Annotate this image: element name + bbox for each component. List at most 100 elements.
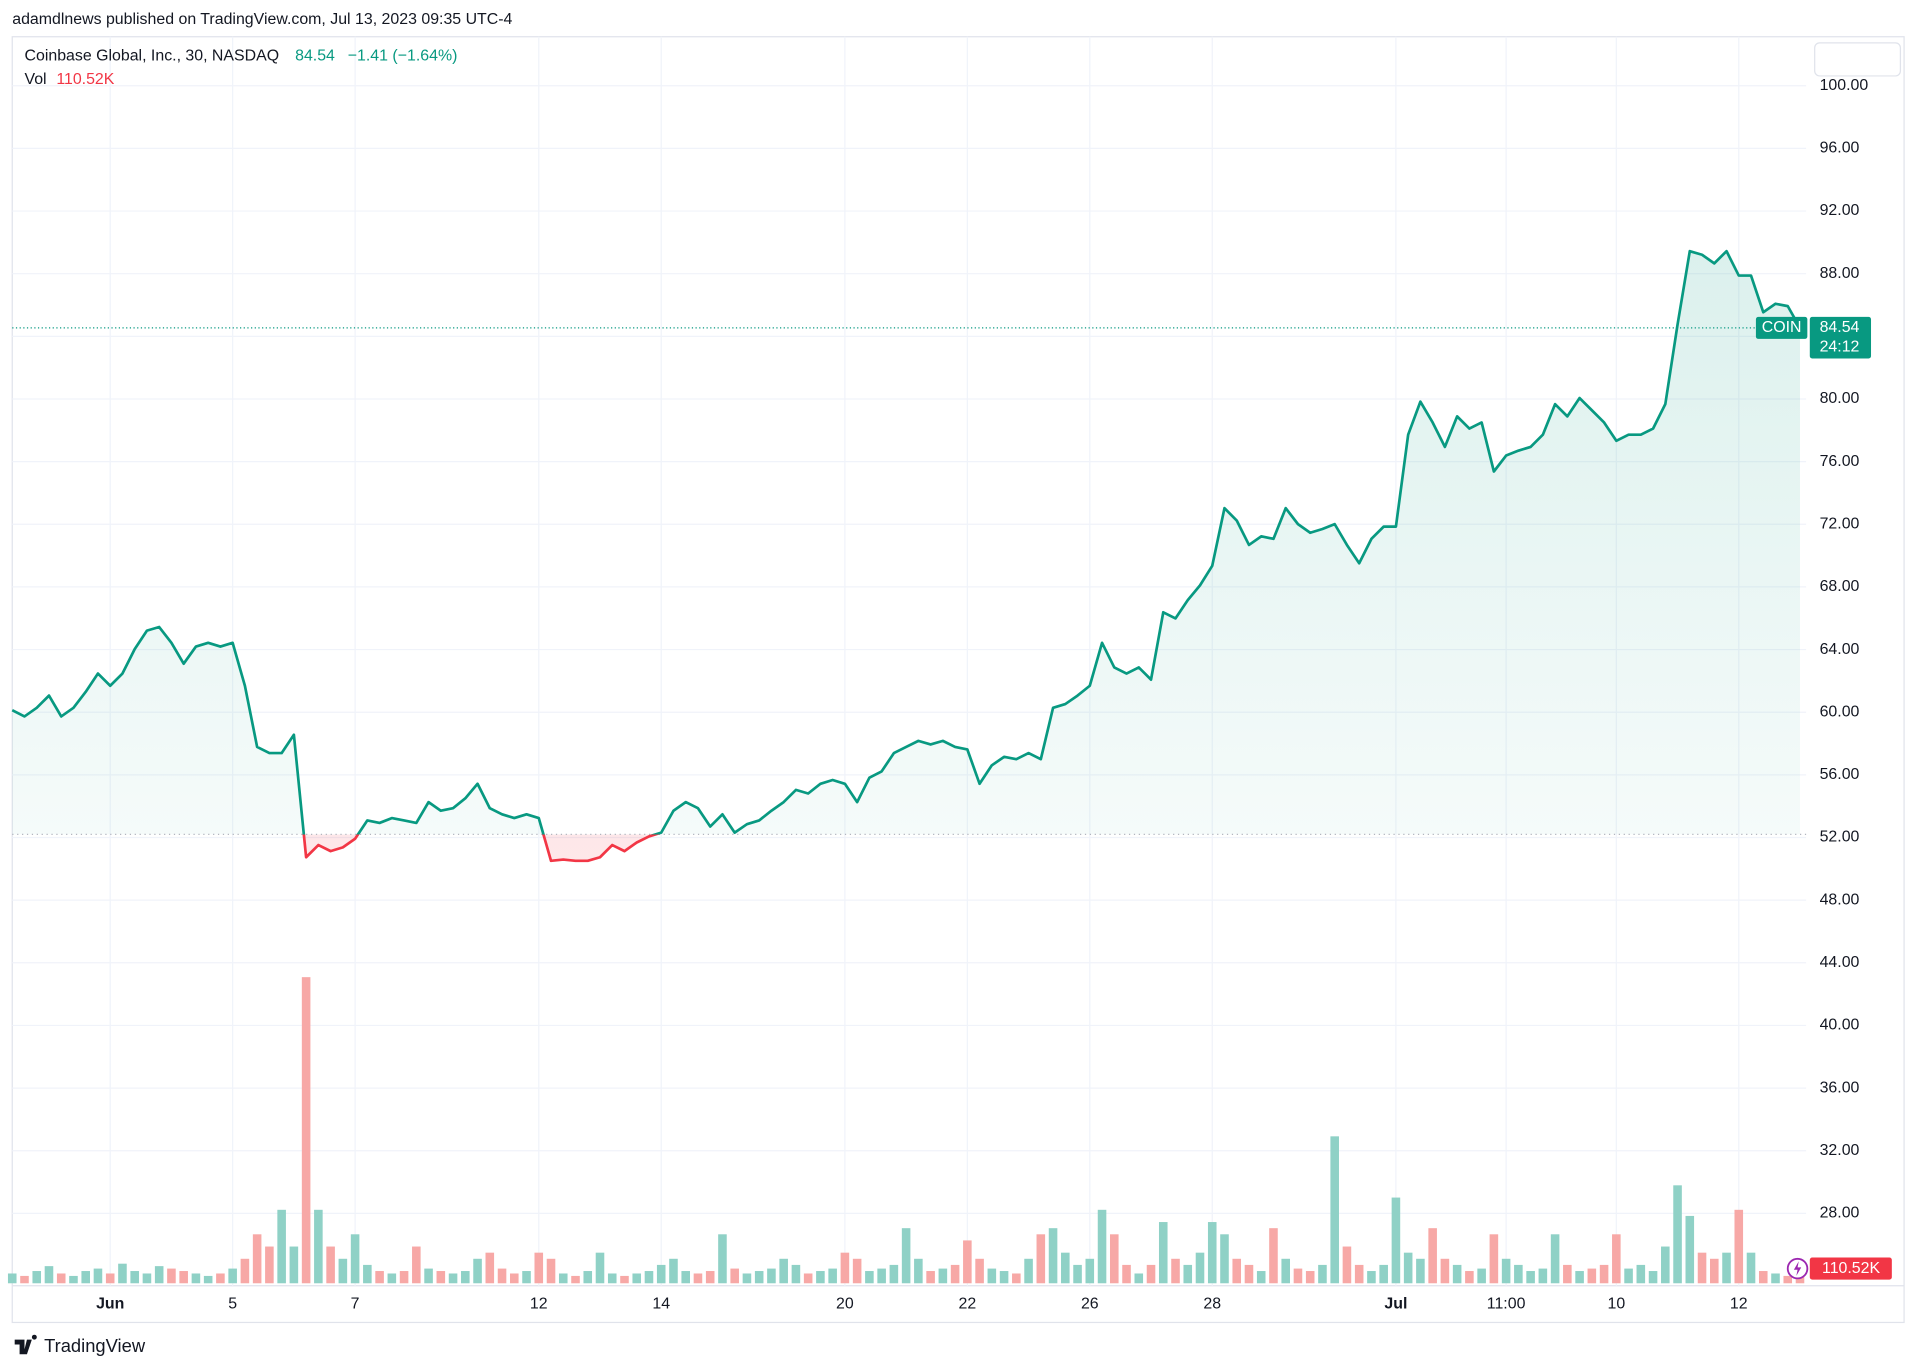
volume-bar — [1403, 1252, 1413, 1284]
volume-bar — [1661, 1246, 1670, 1284]
volume-bar — [1110, 1234, 1119, 1284]
volume-bar — [7, 1273, 17, 1284]
volume-bar — [950, 1264, 960, 1284]
volume-bar — [1183, 1264, 1193, 1284]
volume-bar — [730, 1268, 739, 1284]
footer-brand: TradingView — [44, 1335, 146, 1356]
alert-bolt — [1793, 1261, 1802, 1276]
y-tick-label: 60.00 — [1820, 703, 1860, 720]
volume-bar — [803, 1273, 813, 1284]
volume-bar — [412, 1246, 421, 1284]
volume-bar — [1501, 1258, 1511, 1284]
volume-bar — [44, 1266, 54, 1284]
volume-bar — [534, 1252, 544, 1284]
volume-bar — [1354, 1264, 1364, 1284]
volume-bar — [1171, 1258, 1180, 1284]
volume-bar — [1465, 1271, 1474, 1284]
volume-bar — [265, 1246, 274, 1284]
volume-bar — [1526, 1271, 1535, 1284]
area-fill — [12, 251, 1801, 861]
volume-bar — [546, 1258, 556, 1284]
x-tick-label: 10 — [1607, 1295, 1625, 1312]
volume-bar — [203, 1275, 213, 1284]
volume-bar — [1318, 1264, 1327, 1284]
volume-bar — [1734, 1209, 1744, 1284]
y-tick-label: 44.00 — [1820, 954, 1860, 971]
volume-bar — [1452, 1264, 1462, 1284]
volume-bar — [1550, 1234, 1560, 1284]
volume-bar — [289, 1246, 299, 1284]
volume-bar — [167, 1268, 176, 1284]
y-tick-label: 76.00 — [1820, 453, 1860, 470]
volume-bar — [644, 1271, 654, 1284]
volume-bar — [1710, 1258, 1719, 1284]
y-tick-label: 88.00 — [1820, 265, 1860, 282]
volume-bar — [32, 1271, 42, 1284]
volume-bar — [681, 1271, 690, 1284]
y-tick-label: 96.00 — [1820, 140, 1860, 157]
volume-bar — [1195, 1252, 1205, 1284]
volume-bar — [228, 1268, 237, 1284]
volume-bar — [999, 1271, 1009, 1284]
volume-bar — [1489, 1234, 1499, 1284]
y-tick-label: 64.00 — [1820, 641, 1860, 658]
volume-bar — [914, 1258, 923, 1284]
volume-bar — [56, 1273, 66, 1284]
volume-bar — [1122, 1264, 1131, 1284]
volume-bar — [179, 1271, 188, 1284]
volume-bar — [828, 1268, 837, 1284]
price-tag — [1809, 316, 1872, 359]
volume-bar — [1367, 1271, 1376, 1284]
volume-bar — [1293, 1268, 1303, 1284]
volume-bar — [607, 1273, 617, 1284]
volume-bar — [338, 1258, 348, 1284]
x-tick-label: 12 — [530, 1295, 548, 1312]
volume-bar — [277, 1209, 286, 1284]
y-tick-label: 68.00 — [1820, 578, 1860, 595]
volume-bar — [1771, 1273, 1780, 1284]
y-tick-label: 100.00 — [1820, 77, 1869, 94]
y-tick-label: 92.00 — [1820, 202, 1860, 219]
symbol-tag — [1755, 316, 1808, 339]
y-tick-label: 72.00 — [1820, 515, 1860, 532]
y-tick-label: 80.00 — [1820, 390, 1860, 407]
published-note: adamdlnews published on TradingView.com,… — [12, 11, 512, 28]
volume-bar — [1612, 1234, 1621, 1284]
volume-bar — [975, 1258, 984, 1284]
volume-bar — [1073, 1264, 1082, 1284]
volume-bar — [326, 1246, 335, 1284]
volume-bar — [1379, 1264, 1388, 1284]
volume-bar — [522, 1271, 531, 1284]
volume-bar — [669, 1258, 678, 1284]
volume-bar — [1575, 1271, 1584, 1284]
volume-bar — [558, 1273, 568, 1284]
x-tick-label: 14 — [652, 1295, 670, 1312]
volume-bar — [436, 1271, 446, 1284]
volume-bar — [473, 1258, 482, 1284]
volume-bar — [191, 1273, 201, 1284]
volume-legend-name: Vol — [24, 71, 46, 88]
volume-bar — [216, 1273, 225, 1284]
volume-bar — [926, 1271, 935, 1284]
scale-button[interactable] — [1814, 42, 1902, 77]
tradingview-logo — [14, 1334, 37, 1355]
volume-bar — [620, 1275, 629, 1284]
volume-bar — [595, 1252, 605, 1284]
volume-bar — [387, 1273, 397, 1284]
volume-bar — [240, 1258, 250, 1284]
y-tick-label: 36.00 — [1820, 1079, 1860, 1096]
volume-bar — [301, 977, 311, 1284]
volume-bar — [1538, 1268, 1548, 1284]
volume-bar — [1636, 1264, 1646, 1284]
volume-bar — [1330, 1136, 1339, 1284]
price-tag-value: 84.54 — [1820, 319, 1860, 336]
volume-bar — [461, 1271, 470, 1284]
volume-bar — [485, 1252, 495, 1284]
volume-bar — [1097, 1209, 1107, 1284]
volume-bar — [767, 1268, 776, 1284]
volume-bar — [314, 1209, 323, 1284]
y-tick-label: 52.00 — [1820, 829, 1860, 846]
volume-bar — [1599, 1264, 1609, 1284]
volume-bar — [1269, 1228, 1278, 1284]
